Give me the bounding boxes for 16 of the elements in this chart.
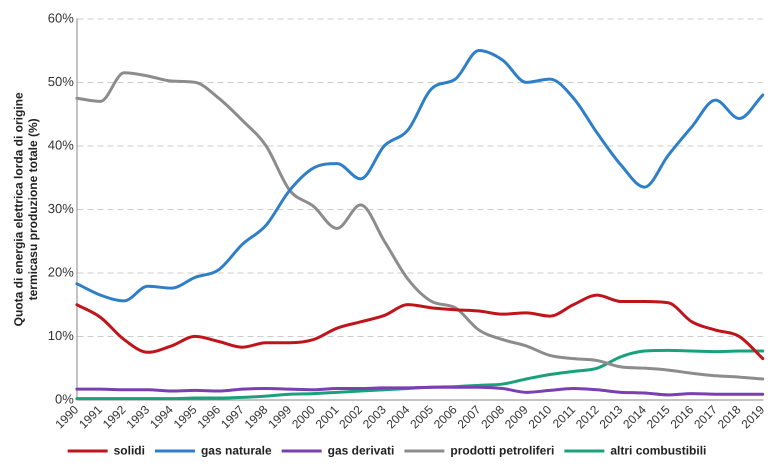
- y-axis-title: Quota di energia elettrica lorda di origine termicasu produzione totale (%): [12, 92, 40, 326]
- line-series: [75, 294, 764, 360]
- y-tick-label: 20%: [48, 264, 74, 280]
- y-tick-label: 0%: [55, 392, 74, 407]
- legend-label: gas derivati: [328, 443, 394, 458]
- legend-label: altri combustibili: [610, 443, 706, 458]
- legend-label: prodotti petroliferi: [450, 443, 554, 458]
- y-tick-label: 50%: [48, 74, 74, 89]
- legend-label: solidi: [114, 443, 145, 458]
- line-series: [75, 49, 764, 302]
- y-tick-label: 10%: [48, 328, 74, 343]
- y-tick-label: 60%: [48, 10, 74, 26]
- y-tick-label: 30%: [48, 200, 74, 216]
- y-tick-label: 40%: [48, 137, 74, 152]
- line-series: [75, 386, 764, 396]
- legend-label: gas naturale: [200, 443, 272, 458]
